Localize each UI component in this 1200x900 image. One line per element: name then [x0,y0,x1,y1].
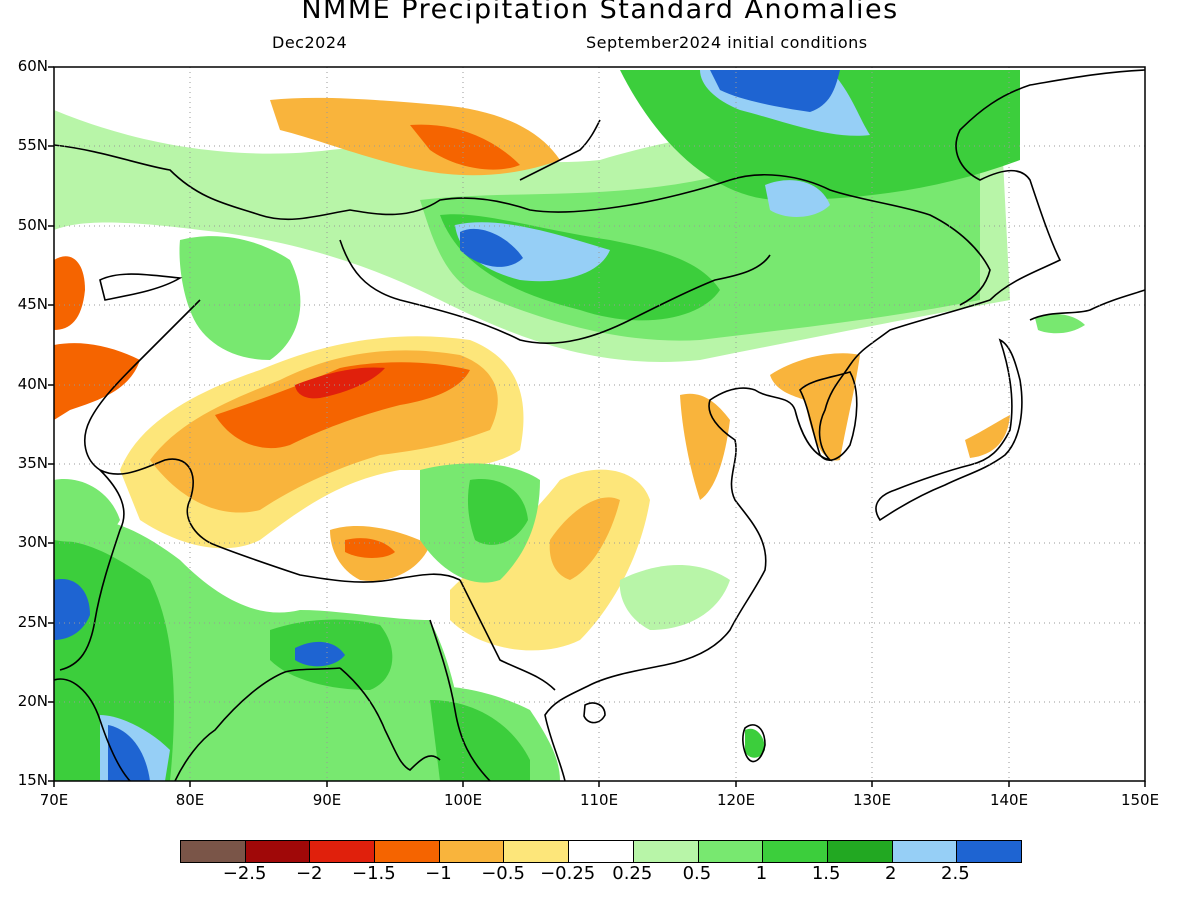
border-china-south [459,579,556,691]
anomaly-fields [54,67,1145,781]
dry-region-west-3 [215,362,470,449]
colorbar-label: −0.5 [481,863,525,884]
lon-label: 70E [39,791,69,809]
lake-baikal [519,119,601,181]
colorbar-swatch [957,841,1021,862]
colorbar-label: 1 [755,863,768,884]
colorbar-label: 2 [885,863,897,884]
lat-label: 60N [17,57,48,75]
colorbar-label: −1 [425,863,452,884]
wet-region-seasia-2 [430,700,530,781]
colorbar [180,840,1022,863]
wet-spot-amur [765,180,830,217]
wet-core-baikal-2 [460,228,523,267]
coastline-hainan [583,702,606,724]
wet-core-bengal [295,641,345,667]
colorbar-label: −0.25 [540,863,596,884]
coastline-korea [799,371,858,461]
colorbar-swatch [504,841,570,862]
lat-label: 50N [17,216,48,234]
initial-conditions: September2024 initial conditions [586,33,868,52]
dry-core-west [295,367,385,399]
colorbar-swatch [245,841,311,862]
border-china-west [84,299,461,583]
colorbar-label: −2.5 [222,863,267,884]
lat-label: 55N [17,136,48,154]
border-se-asia [429,619,491,781]
lon-label: 110E [579,791,619,809]
dry-region-korea [770,353,860,461]
colorbar-swatch [569,841,634,862]
wet-region-south-china [619,565,730,630]
wet-region-central-china-2 [467,479,528,545]
gridlines [54,67,1145,781]
colorbar-swatch [375,841,440,862]
wet-spot-sakhalin [1035,314,1085,334]
lat-label: 40N [17,375,48,393]
lon-label: 80E [175,791,205,809]
colorbar-swatch [698,841,764,862]
wet-core-india-west [54,579,90,640]
dry-region-japan [965,415,1010,458]
dry-region-kazakh [54,256,85,330]
coastline-japan [875,338,1023,522]
wet-region-xinjiang [179,236,301,360]
lon-label: 140E [989,791,1029,809]
colorbar-label: −2 [295,863,323,884]
wet-region-north-3 [620,70,1020,200]
axis-ticks [48,66,1146,787]
colorbar-swatch [633,841,699,862]
dry-region-central-asia [54,343,140,420]
colorbar-label: 0.25 [612,863,653,884]
colorbar-label: 2.5 [941,863,970,884]
coastline-india [54,667,341,781]
coastlines [54,69,1145,781]
lon-label: 150E [1120,791,1160,809]
colorbar-swatch [310,841,376,862]
lon-label: 90E [312,791,342,809]
wet-spot-taiwan [745,728,765,758]
colorbar-swatch [827,841,893,862]
colorbar-label: 0.5 [682,863,712,884]
coastline-taiwan [742,724,766,763]
wet-core-northeast-2 [710,70,840,112]
colorbar-swatch [892,841,958,862]
wet-core-india-south-2 [108,725,150,781]
lat-label: 15N [17,771,48,789]
colorbar-swatch [181,841,246,862]
lat-label: 35N [17,454,48,472]
lake-balkhash [99,273,183,301]
border-north [54,144,991,306]
colorbar-swatch [763,841,828,862]
lon-label: 100E [443,791,483,809]
lat-label: 20N [17,692,48,710]
lon-label: 120E [716,791,756,809]
coastline-hokkaido [1029,289,1145,321]
dry-region-china-2 [549,497,620,580]
lat-label: 25N [17,613,48,631]
dry-region-east-china [680,393,730,500]
lon-label: 130E [852,791,892,809]
colorbar-label: −1.5 [351,863,396,884]
lat-label: 45N [17,295,48,313]
coastline-myanmar [339,667,441,771]
border-india [59,469,125,671]
forecast-month: Dec2024 [272,33,348,52]
map-title: NMME Precipitation Standard Anomalies [301,0,899,25]
wet-region-west-central [54,479,120,542]
lat-label: 30N [17,533,48,551]
colorbar-swatch [439,841,505,862]
dry-core-tibet-south [345,538,395,558]
colorbar-label: 1.5 [811,863,841,884]
dry-core-siberia [410,124,520,170]
border-mongolia [339,239,771,344]
